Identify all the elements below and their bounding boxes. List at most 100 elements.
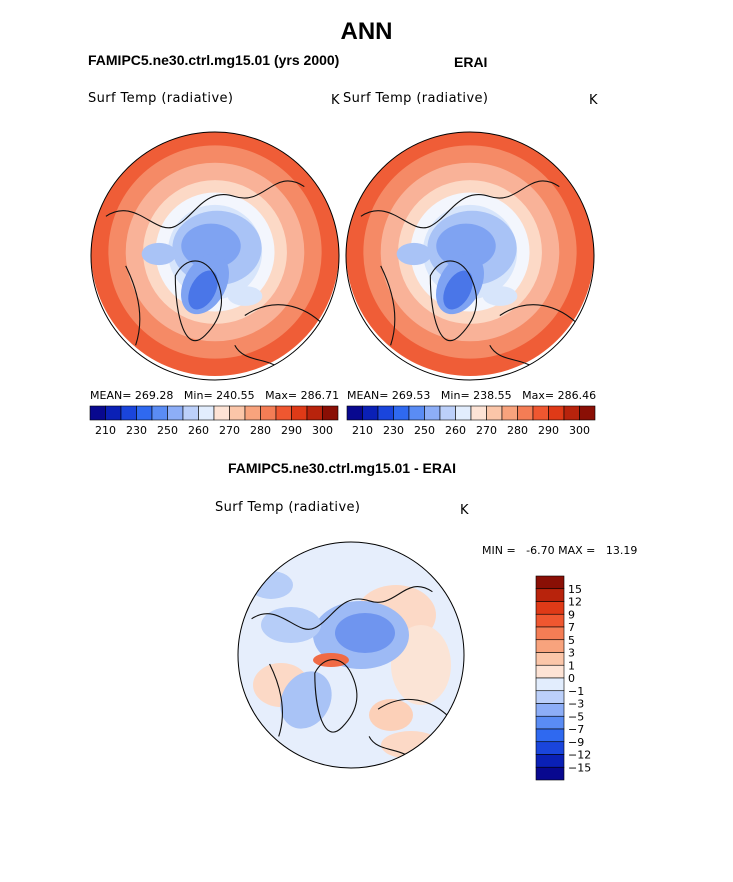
- model-colorbar-tick-label: 290: [281, 424, 302, 437]
- model-colorbar-tick-label: 300: [312, 424, 333, 437]
- obs-stats: MEAN= 269.53 Min= 238.55 Max= 286.46: [347, 389, 596, 402]
- obs-colorbar-swatch: [501, 405, 518, 421]
- diff-anomaly-6: [280, 671, 332, 729]
- obs-colorbar-swatch: [579, 405, 596, 421]
- model-colorbar-swatch: [229, 405, 246, 421]
- obs-anomaly-4: [396, 242, 432, 266]
- diff-colorbar-tick-label: 3: [568, 647, 575, 660]
- diff-colorbar-tick-label: 7: [568, 621, 575, 634]
- diff-anomaly-10: [381, 731, 441, 759]
- model-colorbar-swatch: [291, 405, 308, 421]
- diff-colorbar-swatch: [535, 766, 565, 781]
- diff-colorbar-swatch: [535, 575, 565, 590]
- diff-variable-label: Surf Temp (radiative): [215, 500, 361, 515]
- diff-colorbar-tick-label: −12: [568, 749, 591, 762]
- obs-colorbar-tick-label: 270: [476, 424, 497, 437]
- diff-units-label: K: [460, 503, 469, 518]
- obs-panel-title: ERAI: [454, 54, 488, 70]
- model-colorbar-swatch: [136, 405, 153, 421]
- model-colorbar-swatch: [260, 405, 277, 421]
- obs-anomaly-5: [482, 286, 518, 306]
- page-title: ANN: [340, 18, 393, 45]
- model-map-border: [90, 131, 340, 381]
- model-colorbar-tick-label: 250: [157, 424, 178, 437]
- diff-polar-map: [237, 541, 465, 769]
- diff-colorbar-swatch: [535, 601, 565, 615]
- model-coastline-1: [174, 260, 223, 342]
- obs-mean-label: MEAN=: [347, 389, 389, 402]
- obs-colorbar-tick-label: 300: [569, 424, 590, 437]
- diff-colorbar-tick-label: 5: [568, 634, 575, 647]
- obs-colorbar-swatch: [517, 405, 534, 421]
- model-min-label: Min=: [183, 389, 213, 402]
- model-colorbar-tick-label: 260: [188, 424, 209, 437]
- obs-colorbar-tick-label: 290: [538, 424, 559, 437]
- model-min-value: 240.55: [216, 389, 255, 402]
- model-anomaly-5: [227, 286, 263, 306]
- model-colorbar-swatch: [322, 405, 339, 421]
- obs-colorbar-swatch: [439, 405, 456, 421]
- obs-colorbar-swatch: [455, 405, 472, 421]
- obs-colorbar-swatch: [377, 405, 394, 421]
- obs-colorbar-tick-label: 230: [383, 424, 404, 437]
- obs-coastline-1: [429, 260, 478, 342]
- obs-variable-label: Surf Temp (radiative): [343, 91, 489, 106]
- diff-colorbar-tick-label: −7: [568, 723, 584, 736]
- model-colorbar-swatch: [182, 405, 199, 421]
- diff-colorbar-swatch: [535, 754, 565, 768]
- model-colorbar-swatch: [105, 405, 122, 421]
- diff-coastline-0: [251, 586, 433, 630]
- model-colorbar-swatch: [89, 405, 106, 421]
- model-colorbar-swatch: [306, 405, 323, 421]
- obs-colorbar-swatch: [548, 405, 565, 421]
- diff-colorbar-tick-label: 9: [568, 608, 575, 621]
- obs-colorbar-tick-label: 250: [414, 424, 435, 437]
- model-colorbar-tick-label: 270: [219, 424, 240, 437]
- model-colorbar-swatch: [167, 405, 184, 421]
- model-mean-value: 269.28: [134, 389, 174, 402]
- model-colorbar-swatch: [120, 405, 137, 421]
- obs-coastline-2: [499, 304, 580, 326]
- model-field: [91, 132, 339, 376]
- model-anomaly-3: [188, 270, 218, 310]
- diff-anomaly-4: [335, 613, 395, 653]
- diff-coastline-1: [314, 658, 358, 733]
- obs-colorbar-swatch: [362, 405, 379, 421]
- diff-colorbar-swatch: [535, 741, 565, 755]
- obs-field: [346, 132, 594, 376]
- diff-anomaly-5: [261, 607, 321, 643]
- obs-colorbar-swatch: [346, 405, 363, 421]
- obs-colorbar-swatch: [486, 405, 503, 421]
- model-anomaly-4: [141, 242, 177, 266]
- model-coastline-3: [125, 265, 141, 346]
- model-coastline-0: [105, 180, 305, 229]
- model-colorbar-tick-label: 280: [250, 424, 271, 437]
- diff-colorbar-tick-label: −1: [568, 685, 584, 698]
- diff-colorbar-tick-label: −15: [568, 761, 591, 774]
- model-units-label: K: [331, 93, 340, 108]
- model-colorbar-tick-label: 230: [126, 424, 147, 437]
- model-max-value: 286.71: [300, 389, 340, 402]
- model-colorbar-swatch: [244, 405, 261, 421]
- diff-coastline-2: [377, 698, 451, 719]
- obs-colorbar-swatch: [393, 405, 410, 421]
- obs-colorbar-swatch: [424, 405, 441, 421]
- obs-coastline-3: [380, 265, 396, 346]
- diff-colorbar-swatch: [535, 588, 565, 602]
- model-panel-title: FAMIPC5.ne30.ctrl.mg15.01 (yrs 2000): [88, 52, 340, 68]
- model-polar-map: [90, 131, 340, 381]
- obs-max-label: Max=: [522, 389, 555, 402]
- model-anomaly-1: [181, 223, 241, 269]
- model-variable-label: Surf Temp (radiative): [88, 91, 234, 106]
- diff-colorbar-tick-label: 0: [568, 672, 575, 685]
- diff-colorbar-swatch: [535, 652, 565, 666]
- obs-colorbar-tick-label: 260: [445, 424, 466, 437]
- obs-colorbar-swatch: [470, 405, 487, 421]
- diff-colorbar-swatch: [535, 664, 565, 679]
- model-stats: MEAN= 269.28 Min= 240.55 Max= 286.71: [90, 389, 339, 402]
- diff-colorbar-swatch: [535, 677, 565, 692]
- diff-colorbar-swatch: [535, 613, 565, 628]
- diff-stats: MIN = -6.70 MAX = 13.19: [482, 544, 638, 557]
- obs-polar-map: [345, 131, 595, 381]
